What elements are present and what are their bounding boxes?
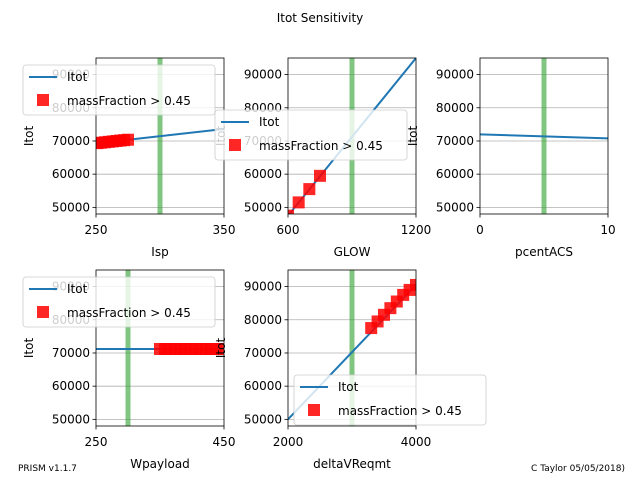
y-axis-label: Itot: [214, 338, 228, 359]
y-tick-label: 60000: [244, 167, 282, 181]
plot-content: [96, 58, 224, 214]
y-axis-label: Itot: [22, 338, 36, 359]
subplot-panels: 5000060000700008000090000250350IspItotIt…: [22, 57, 616, 471]
plot-content: [480, 58, 608, 214]
legend-box: [293, 374, 487, 426]
massfraction-marker: [292, 196, 305, 209]
legend: Itot massFraction > 0.45: [22, 64, 216, 116]
x-tick-label: 10: [600, 223, 615, 237]
axes-frame: [95, 269, 225, 427]
axes-frame: [479, 57, 609, 215]
footer-version: PRISM v1.1.7: [18, 464, 77, 474]
y-tick-label: 50000: [52, 200, 90, 214]
legend-box: [22, 276, 216, 328]
axes-frame: [287, 269, 417, 427]
y-tick-label: 50000: [436, 200, 474, 214]
legend-box: [214, 109, 408, 161]
x-axis-label: Isp: [151, 245, 168, 259]
itot-series-line: [480, 133, 608, 140]
massfraction-marker: [314, 169, 326, 182]
y-tick-label: 50000: [244, 200, 282, 214]
y-axis-label: Itot: [22, 126, 36, 147]
legend-marker-swatch: [37, 306, 49, 318]
y-tick-label: 60000: [52, 167, 90, 181]
y-tick-label: 80000: [244, 313, 282, 327]
x-tick-label: 0: [476, 223, 484, 237]
massfraction-marker: [410, 278, 416, 291]
legend-label-massfraction: massFraction > 0.45: [67, 306, 191, 320]
legend-label-massfraction: massFraction > 0.45: [259, 139, 383, 153]
x-tick-label: 250: [85, 435, 108, 449]
legend: Itot massFraction > 0.45: [22, 276, 216, 328]
subplot-2: 50000600007000080000900006001200GLOWItot…: [214, 57, 432, 259]
legend: Itot massFraction > 0.45: [214, 109, 408, 161]
y-tick-label: 70000: [244, 346, 282, 360]
y-tick-label: 60000: [436, 167, 474, 181]
massfraction-marker: [288, 209, 294, 214]
legend-box: [22, 64, 216, 116]
y-tick-label: 80000: [436, 101, 474, 115]
y-tick-label: 90000: [436, 68, 474, 82]
y-tick-label: 70000: [52, 346, 90, 360]
y-axis-label: Itot: [406, 126, 420, 147]
x-tick-label: 4000: [401, 435, 432, 449]
legend-label-massfraction: massFraction > 0.45: [67, 94, 191, 108]
footer-author-date: C Taylor 05/05/2018): [531, 464, 625, 474]
x-tick-label: 1200: [401, 223, 432, 237]
x-tick-label: 600: [277, 223, 300, 237]
legend-marker-swatch: [308, 404, 320, 416]
x-axis-label: GLOW: [334, 245, 371, 259]
legend-label-massfraction: massFraction > 0.45: [338, 404, 462, 418]
massfraction-marker: [122, 133, 134, 146]
subplot-1: 5000060000700008000090000250350IspItotIt…: [22, 57, 236, 259]
x-axis-label: Wpayload: [130, 457, 190, 471]
y-tick-label: 70000: [52, 134, 90, 148]
y-tick-label: 60000: [244, 379, 282, 393]
legend-label-itot: Itot: [67, 70, 88, 84]
legend-marker-swatch: [229, 139, 241, 151]
x-tick-label: 250: [85, 223, 108, 237]
x-tick-label: 350: [213, 223, 236, 237]
legend-marker-swatch: [37, 94, 49, 106]
x-tick-label: 2000: [273, 435, 304, 449]
x-axis-label: pcentACS: [515, 245, 573, 259]
subplot-5: 50000 60000 70000 80000 90000 2000 4000 deltaVR…: [214, 269, 487, 471]
legend: Itot massFraction > 0.45: [293, 374, 487, 426]
massfraction-marker: [215, 342, 224, 355]
legend-label-itot: Itot: [259, 115, 280, 129]
legend-label-itot: Itot: [338, 380, 359, 394]
legend-label-itot: Itot: [67, 282, 88, 296]
y-tick-label: 90000: [244, 68, 282, 82]
massfraction-marker: [303, 183, 316, 196]
y-tick-label: 50000: [244, 412, 282, 426]
y-tick-label: 90000: [244, 280, 282, 294]
x-tick-label: 450: [213, 435, 236, 449]
y-tick-label: 70000: [436, 134, 474, 148]
subplot-4: 5000060000700008000090000250450WpayloadI…: [22, 269, 236, 471]
y-tick-label: 50000: [52, 412, 90, 426]
x-axis-label: deltaVReqmt: [313, 457, 391, 471]
figure-title: Itot Sensitivity: [277, 11, 364, 25]
subplot-3: 50000 60000 70000 80000 90000 0 10 pcentACS Itot: [406, 57, 616, 259]
plot-content: [96, 270, 224, 426]
y-tick-label: 60000: [52, 379, 90, 393]
